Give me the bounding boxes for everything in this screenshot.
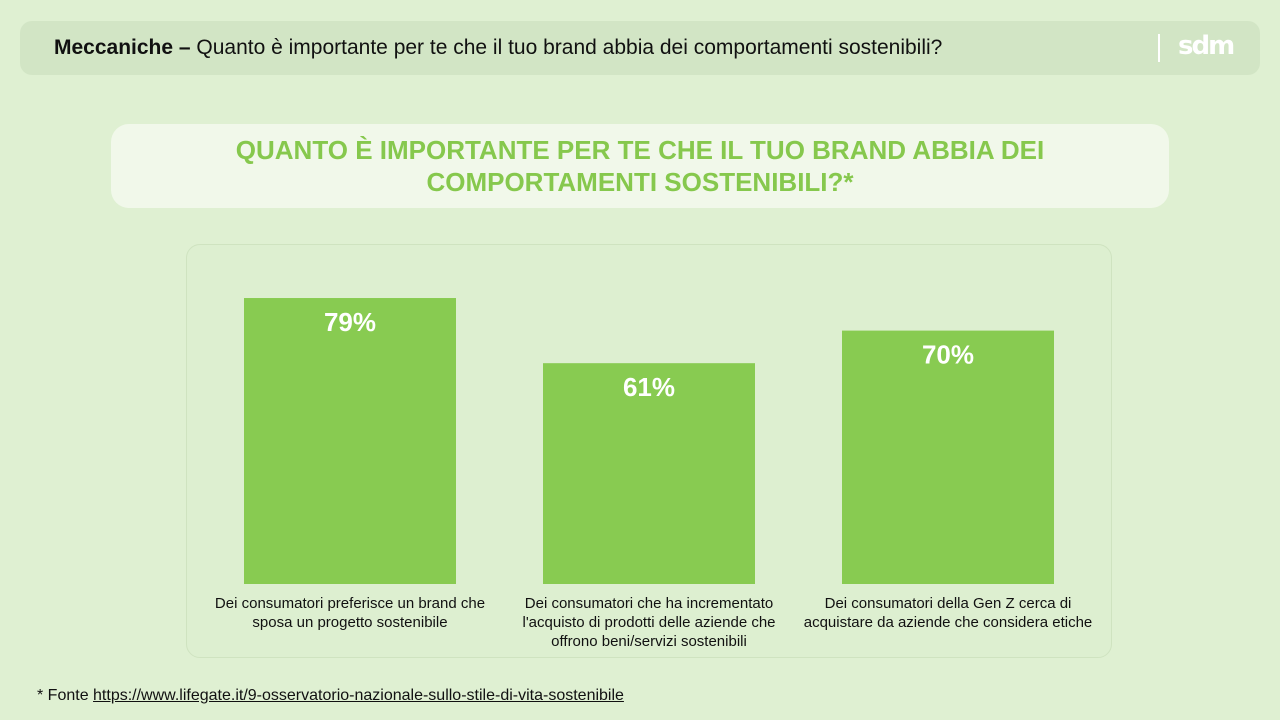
footnote: * Fonte https://www.lifegate.it/9-osserv… [37,687,624,705]
header-divider [1158,34,1160,62]
data-label-1: 79% [324,307,376,337]
chart-panel: 79% 61% 70% Dei consumatori preferisce un … [186,244,1112,658]
page-title: Meccaniche – Quanto è importante per te … [54,36,942,60]
data-label-3: 70% [922,340,974,370]
sdm-logo: sdm [1178,31,1235,61]
question-banner: QUANTO È IMPORTANTE PER TE CHE IL TUO BR… [111,124,1169,208]
source-link[interactable]: https://www.lifegate.it/9-osservatorio-n… [93,687,624,704]
category-label-3: Dei consumatori della Gen Z cerca di acq… [803,595,1093,631]
header-bar: Meccaniche – Quanto è importante per te … [20,21,1260,75]
bar-chart: 79% 61% 70% [244,298,1054,584]
category-label-2: Dei consumatori che ha incrementato l'ac… [522,595,776,650]
data-label-2: 61% [623,372,675,402]
bar-2 [543,363,755,584]
category-label-1: Dei consumatori preferisce un brand che … [214,595,486,631]
footnote-prefix: * Fonte [37,687,94,704]
page-title-rest: Quanto è importante per te che il tuo br… [190,36,943,59]
bar-1 [244,298,456,584]
chart-title: QUANTO È IMPORTANTE PER TE CHE IL TUO BR… [235,135,1045,197]
bar-3 [842,330,1054,584]
page-title-bold: Meccaniche – [54,36,191,59]
